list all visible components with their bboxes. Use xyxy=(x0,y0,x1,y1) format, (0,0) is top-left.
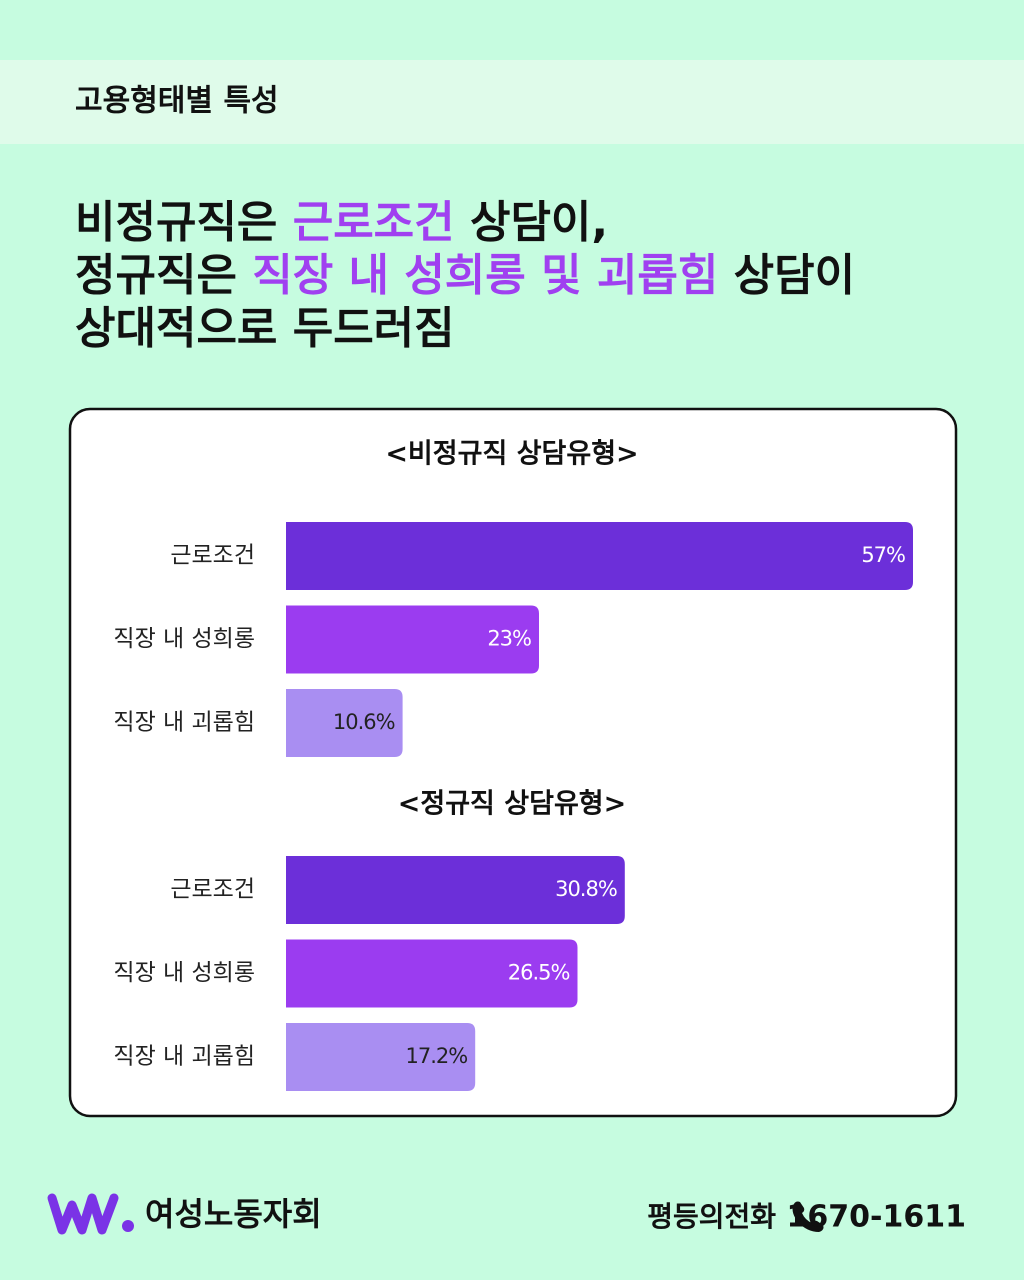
category-label: 근로조건 xyxy=(170,877,255,903)
value-label: 10.6% xyxy=(333,710,395,734)
headline-segment: 비정규직은 xyxy=(75,197,293,248)
headline-line: 정규직은 직장 내 성희롱 및 괴롭힘 상담이 xyxy=(75,250,855,301)
header-band xyxy=(0,60,1024,144)
chart-title: <정규직 상담유형> xyxy=(398,789,627,820)
phone-icon xyxy=(792,1201,824,1232)
logo-mark xyxy=(47,1193,119,1235)
headline-segment: 정규직은 xyxy=(75,250,252,301)
value-label: 30.8% xyxy=(555,877,617,901)
bar xyxy=(286,1023,476,1091)
headline-line: 비정규직은 근로조건 상담이, xyxy=(75,197,608,248)
header-title: 고용형태별 특성 xyxy=(75,84,279,119)
bar xyxy=(286,689,403,757)
logo-dot xyxy=(122,1220,134,1232)
chart-title: <비정규직 상담유형> xyxy=(385,439,638,470)
headline-segment: 상대적으로 두드러짐 xyxy=(75,303,455,354)
charts: <비정규직 상담유형> 근로조건 57% 직장 내 성희롱 23% 직장 내 괴롭힘 10.… xyxy=(113,439,913,1091)
category-label: 근로조건 xyxy=(170,543,255,569)
headline-segment: 직장 내 성희롱 및 괴롭힘 xyxy=(252,250,718,301)
headline-segment: 근로조건 xyxy=(293,197,455,248)
phone-number: 1670-1611 xyxy=(787,1200,966,1235)
hotline-label: 평등의전화 xyxy=(647,1200,776,1233)
value-label: 26.5% xyxy=(508,961,570,985)
chart-card xyxy=(68,407,958,1118)
category-label: 직장 내 괴롭힘 xyxy=(113,710,255,736)
category-label: 직장 내 성희롱 xyxy=(113,960,255,986)
category-label: 직장 내 괴롭힘 xyxy=(113,1044,255,1070)
headline-line: 상대적으로 두드러짐 xyxy=(75,303,455,354)
headline-segment: 상담이 xyxy=(718,250,855,301)
bar xyxy=(286,605,539,674)
headline: 비정규직은 근로조건 상담이,정규직은 직장 내 성희롱 및 괴롭힘 상담이상대… xyxy=(75,197,855,354)
category-label: 직장 내 성희롱 xyxy=(113,626,255,652)
headline-segment: 상담이, xyxy=(455,197,608,248)
organization-name: 여성노동자회 xyxy=(145,1195,322,1233)
bar xyxy=(286,856,625,924)
bar xyxy=(286,939,578,1008)
value-label: 57% xyxy=(861,543,905,567)
bar xyxy=(286,522,913,590)
value-label: 23% xyxy=(487,627,531,651)
value-label: 17.2% xyxy=(405,1044,467,1068)
